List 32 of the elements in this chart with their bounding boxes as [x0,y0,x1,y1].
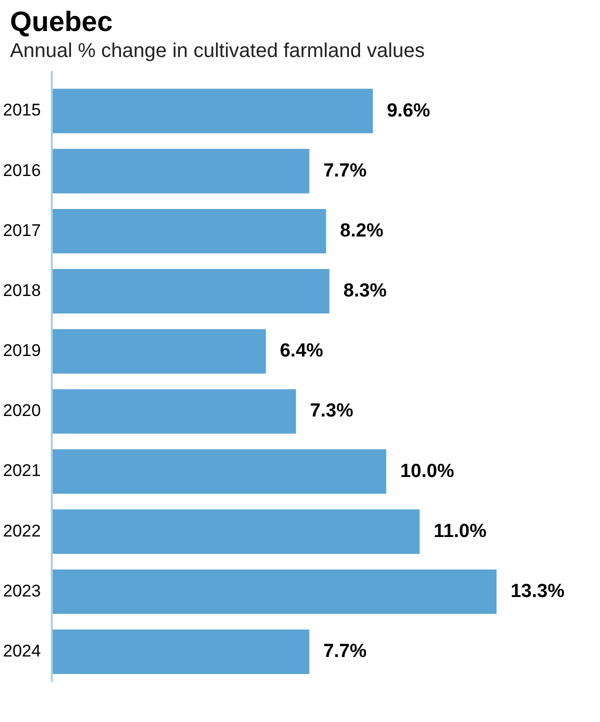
data-label: 7.3% [310,400,354,422]
y-tick-label: 2022 [2,521,41,540]
bar [52,389,296,434]
bar [52,329,266,374]
bar [52,269,330,314]
data-label: 6.4% [280,340,324,362]
y-tick-label: 2016 [2,160,41,180]
bar [52,148,310,194]
y-tick-label: 2015 [2,100,41,120]
data-label: 8.3% [343,280,387,302]
y-tick-label: 2024 [2,641,41,660]
bar [52,569,497,614]
data-label: 10.0% [400,460,454,482]
bar [52,208,326,254]
y-tick-label: 2017 [2,220,41,240]
bar [52,509,420,554]
data-label: 7.7% [323,640,367,662]
bar [52,630,310,674]
bar [52,449,386,494]
bar [52,88,373,134]
y-tick-label: 2021 [2,461,41,480]
data-label: 8.2% [340,220,384,242]
chart-title: Quebec [10,6,114,38]
chart-subtitle: Annual % change in cultivated farmland values [10,40,426,63]
y-tick-label: 2023 [2,581,41,600]
y-tick-label: 2019 [2,341,41,360]
data-label: 7.7% [323,160,367,182]
data-label: 9.6% [386,100,430,122]
data-label: 11.0% [434,520,487,542]
y-tick-label: 2020 [2,401,41,420]
data-label: 13.3% [510,580,565,602]
y-tick-label: 2018 [2,280,41,300]
